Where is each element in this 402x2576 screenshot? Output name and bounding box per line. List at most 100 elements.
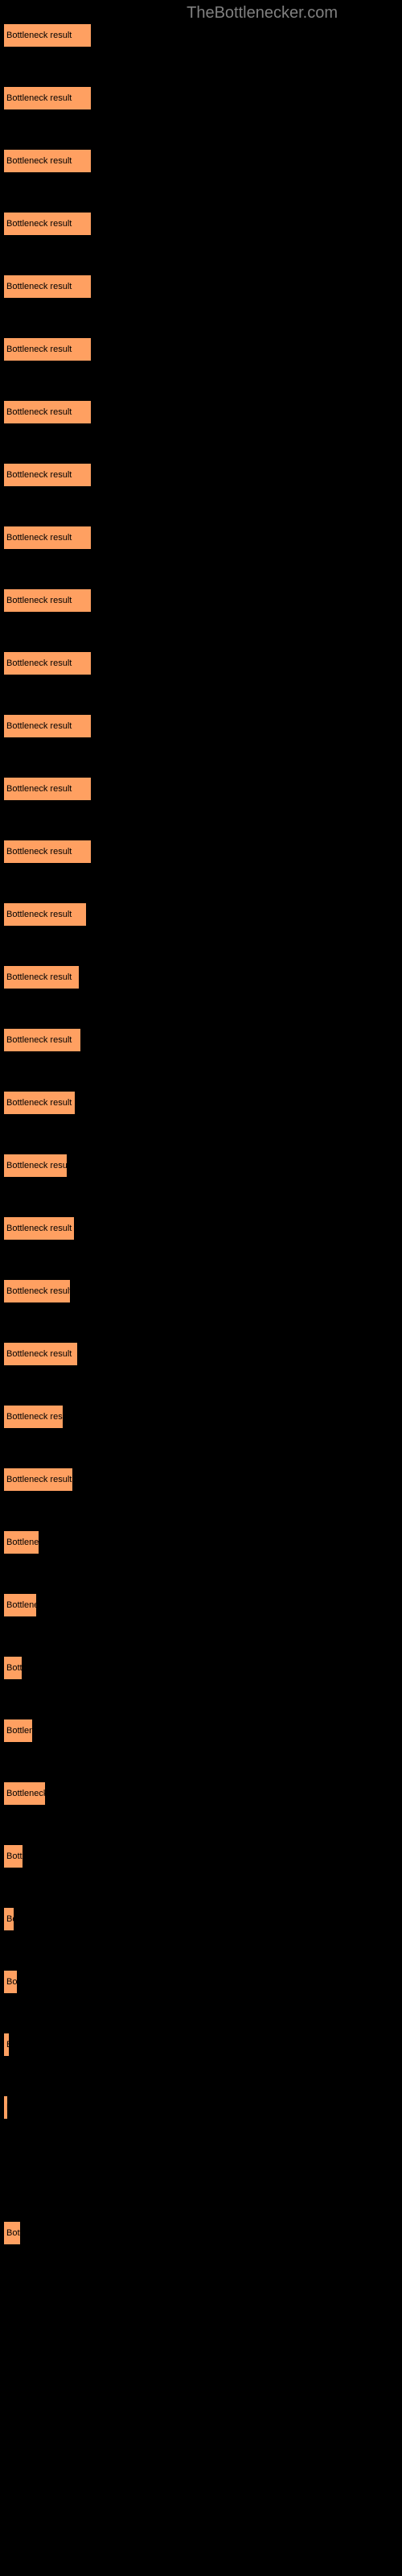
bar-row: Bottleneck result — [4, 213, 402, 235]
bar: Bottleneck result — [4, 24, 91, 47]
bar-row: Bottleneck result — [4, 24, 402, 47]
bar: Bottleneck result — [4, 2222, 20, 2244]
bar-text: Bottleneck result — [6, 596, 72, 605]
bar-text: Bottleneck result — [6, 1663, 22, 1673]
bar-row: Bottleneck result — [4, 1406, 402, 1428]
bar-row: Bottleneck result — [4, 338, 402, 361]
bar: Bottleneck result — [4, 2096, 7, 2119]
bar — [4, 2159, 6, 2182]
bar-text: Bottleneck result — [6, 1349, 72, 1359]
bar: Bottleneck result — [4, 715, 91, 737]
bar: Bottleneck result — [4, 1908, 14, 1930]
bar-row: Bottleneck result — [4, 1719, 402, 1742]
bar-row: Bottleneck result — [4, 526, 402, 549]
bar-row — [4, 2159, 402, 2182]
bar-text: Bottleneck result — [6, 847, 72, 857]
bar-row: Bottleneck result — [4, 652, 402, 675]
bar-row: Bottleneck result — [4, 966, 402, 989]
bar-text: Bottleneck result — [6, 1475, 72, 1484]
bar-row: Bottleneck result — [4, 1594, 402, 1616]
watermark-text: TheBottlenecker.com — [187, 4, 338, 23]
bar-text: Bottleneck result — [6, 1286, 70, 1296]
bar: Bottleneck result — [4, 652, 91, 675]
bar: Bottleneck result — [4, 966, 79, 989]
bar-row: Bottleneck result — [4, 2096, 402, 2119]
bar: Bottleneck result — [4, 1594, 36, 1616]
bar: Bottleneck result — [4, 338, 91, 361]
bar-row: Bottleneck result — [4, 401, 402, 423]
bar-row: Bottleneck result — [4, 87, 402, 109]
bar: Bottleneck result — [4, 526, 91, 549]
bar-row: Bottleneck result — [4, 1343, 402, 1365]
bar: Bottleneck result — [4, 1343, 77, 1365]
bar-row: Bottleneck result — [4, 778, 402, 800]
bar-text: Bottleneck result — [6, 1412, 63, 1422]
bar-text: Bottleneck result — [6, 31, 72, 40]
bar-row: Bottleneck result — [4, 1468, 402, 1491]
bar-text: Bottleneck result — [6, 93, 72, 103]
bar-text: Bottleneck result — [6, 2228, 20, 2238]
bar: Bottleneck result — [4, 1280, 70, 1302]
bar: Bottleneck result — [4, 1406, 63, 1428]
bar: Bottleneck result — [4, 1217, 74, 1240]
bar-row: Bottleneck result — [4, 1971, 402, 1993]
bar-text: Bottleneck result — [6, 1852, 23, 1861]
bar-text: Bottleneck result — [6, 1538, 39, 1547]
bar-row: Bottleneck result — [4, 1029, 402, 1051]
bar: Bottleneck result — [4, 275, 91, 298]
bar-text: Bottleneck result — [6, 2040, 9, 2050]
bar-row: Bottleneck result — [4, 1845, 402, 1868]
chart-container: Bottleneck result Bottleneck result Bottle… — [0, 24, 402, 2244]
bar-text: Bottleneck result — [6, 219, 72, 229]
bar: Bottleneck result — [4, 150, 91, 172]
bar-text: Bottleneck result — [6, 910, 72, 919]
bar: Bottleneck result — [4, 213, 91, 235]
bar-text: Bottleneck result — [6, 156, 72, 166]
bar-row: Bottleneck result — [4, 589, 402, 612]
bar-row: Bottleneck result — [4, 150, 402, 172]
bar-row: Bottleneck result — [4, 464, 402, 486]
bar: Bottleneck result — [4, 1845, 23, 1868]
bar-text: Bottleneck result — [6, 972, 72, 982]
bar-text: Bottleneck result — [6, 470, 72, 480]
bar: Bottleneck result — [4, 1029, 80, 1051]
bar: Bottleneck result — [4, 87, 91, 109]
bar: Bottleneck result — [4, 840, 91, 863]
bar-text: Bottleneck result — [6, 1977, 17, 1987]
bar: Bottleneck result — [4, 1531, 39, 1554]
bar-row: Bottleneck result — [4, 1280, 402, 1302]
bar-row: Bottleneck result — [4, 715, 402, 737]
bar: Bottleneck result — [4, 778, 91, 800]
bar-row: Bottleneck result — [4, 1217, 402, 1240]
bar: Bottleneck result — [4, 401, 91, 423]
bar-text: Bottleneck result — [6, 282, 72, 291]
bar-text: Bottleneck result — [6, 658, 72, 668]
bar-text: Bottleneck result — [6, 1726, 32, 1736]
bar-text: Bottleneck result — [6, 1914, 14, 1924]
bar-text: Bottleneck result — [6, 784, 72, 794]
bar: Bottleneck result — [4, 2033, 9, 2056]
bar: Bottleneck result — [4, 1154, 67, 1177]
bar-text: Bottleneck result — [6, 533, 72, 543]
bar-text: Bottleneck result — [6, 345, 72, 354]
bar-row: Bottleneck result — [4, 1782, 402, 1805]
bar-text: Bottleneck result — [6, 1789, 45, 1798]
bar-text: Bottleneck result — [6, 1600, 36, 1610]
bar-row: Bottleneck result — [4, 1154, 402, 1177]
bar: Bottleneck result — [4, 1468, 72, 1491]
bar-row: Bottleneck result — [4, 1908, 402, 1930]
bar: Bottleneck result — [4, 1092, 75, 1114]
bar: Bottleneck result — [4, 1657, 22, 1679]
bar-text: Bottleneck result — [6, 1161, 67, 1170]
bar-row: Bottleneck result — [4, 2033, 402, 2056]
bar-text: Bottleneck result — [6, 1035, 72, 1045]
bar: Bottleneck result — [4, 589, 91, 612]
bar-text: Bottleneck result — [6, 407, 72, 417]
bar-text: Bottleneck result — [6, 721, 72, 731]
bar: Bottleneck result — [4, 903, 86, 926]
bar: Bottleneck result — [4, 1971, 17, 1993]
bar-row: Bottleneck result — [4, 1531, 402, 1554]
bar-row: Bottleneck result — [4, 1092, 402, 1114]
bar-row: Bottleneck result — [4, 1657, 402, 1679]
bar-text: Bottleneck result — [6, 1098, 72, 1108]
